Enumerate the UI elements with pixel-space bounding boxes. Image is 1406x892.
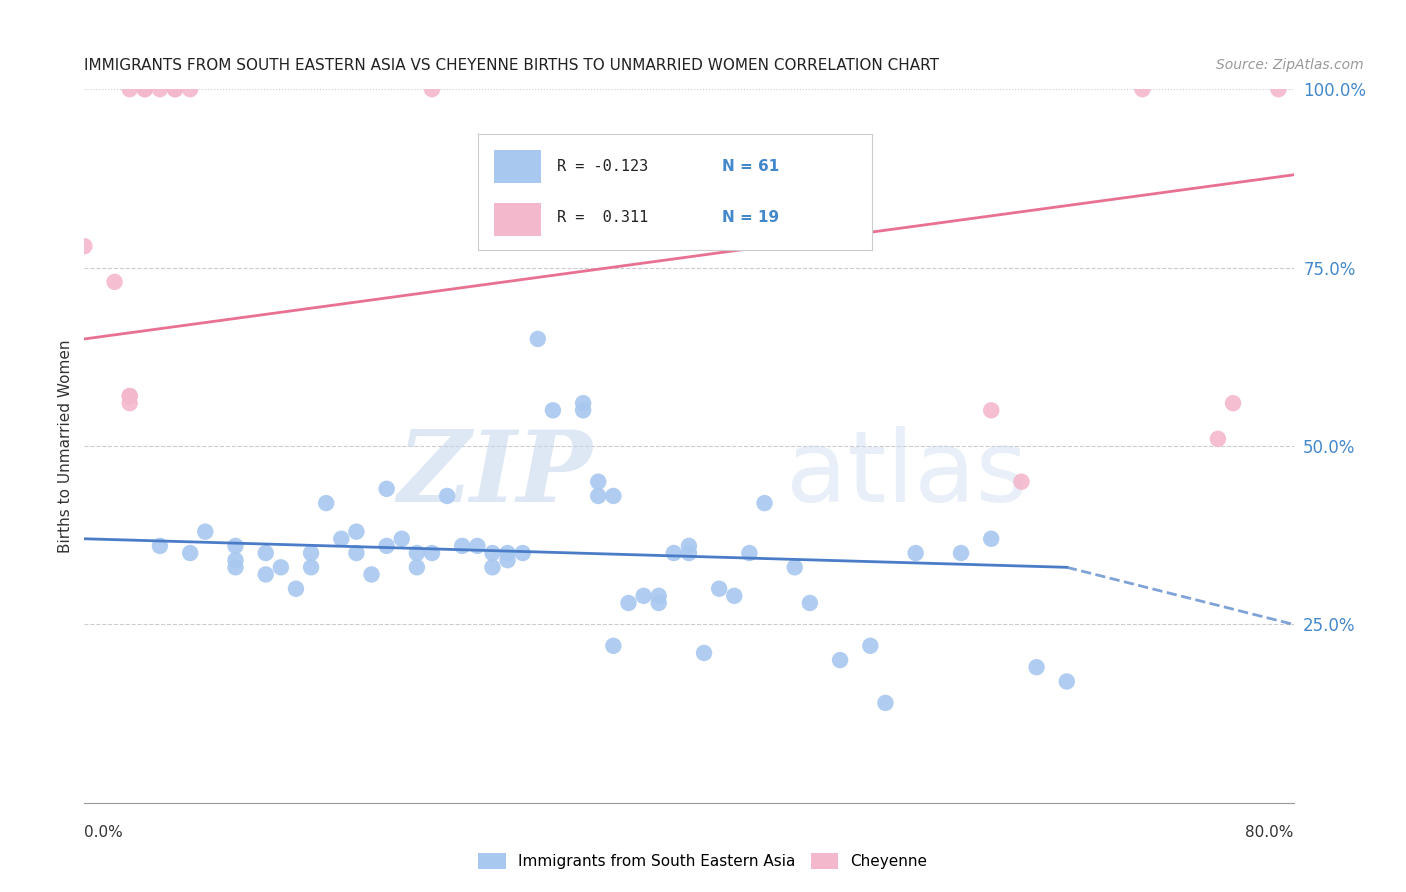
Point — [1056, 674, 1078, 689]
Point — [1206, 432, 1229, 446]
Point — [572, 396, 595, 410]
Point — [391, 532, 413, 546]
Point — [678, 539, 700, 553]
Text: N = 19: N = 19 — [723, 210, 779, 225]
Point — [420, 546, 443, 560]
Point — [602, 639, 624, 653]
Point — [738, 546, 761, 560]
Point — [225, 560, 247, 574]
Point — [436, 489, 458, 503]
Point — [709, 582, 731, 596]
Point — [134, 82, 156, 96]
Point — [481, 546, 503, 560]
Point — [104, 275, 127, 289]
Point — [118, 389, 141, 403]
Point — [496, 546, 519, 560]
Point — [572, 403, 595, 417]
Point — [648, 596, 671, 610]
Point — [165, 82, 187, 96]
Point — [299, 546, 322, 560]
Point — [754, 496, 776, 510]
FancyBboxPatch shape — [494, 203, 541, 235]
Point — [481, 560, 503, 574]
Point — [375, 482, 398, 496]
Text: atlas: atlas — [786, 426, 1028, 523]
Point — [285, 582, 308, 596]
Point — [588, 475, 610, 489]
Point — [118, 389, 141, 403]
Point — [980, 532, 1002, 546]
Point — [330, 532, 353, 546]
Point — [830, 653, 852, 667]
Point — [360, 567, 382, 582]
Point — [633, 589, 655, 603]
Point — [73, 239, 96, 253]
Point — [859, 639, 882, 653]
Y-axis label: Births to Unmarried Women: Births to Unmarried Women — [58, 339, 73, 553]
Point — [1222, 396, 1244, 410]
Point — [149, 82, 172, 96]
Point — [149, 539, 172, 553]
Point — [346, 546, 368, 560]
Text: R =  0.311: R = 0.311 — [557, 210, 648, 225]
Point — [648, 589, 671, 603]
Point — [602, 489, 624, 503]
Point — [904, 546, 927, 560]
Text: Source: ZipAtlas.com: Source: ZipAtlas.com — [1216, 58, 1364, 72]
Point — [165, 82, 187, 96]
Text: 0.0%: 0.0% — [84, 825, 124, 840]
Point — [406, 546, 429, 560]
Point — [723, 589, 745, 603]
Text: N = 61: N = 61 — [723, 159, 779, 174]
Point — [617, 596, 640, 610]
Point — [799, 596, 821, 610]
Point — [1025, 660, 1047, 674]
Point — [512, 546, 534, 560]
Point — [875, 696, 897, 710]
Text: ZIP: ZIP — [398, 426, 592, 523]
Point — [527, 332, 550, 346]
Point — [270, 560, 292, 574]
Legend: Immigrants from South Eastern Asia, Cheyenne: Immigrants from South Eastern Asia, Chey… — [472, 847, 934, 875]
Point — [1267, 82, 1289, 96]
Point — [194, 524, 217, 539]
Point — [254, 546, 277, 560]
Point — [496, 553, 519, 567]
Point — [299, 560, 322, 574]
Point — [467, 539, 489, 553]
Point — [375, 539, 398, 553]
Point — [118, 396, 141, 410]
Point — [118, 82, 141, 96]
Point — [662, 546, 685, 560]
Point — [346, 524, 368, 539]
Point — [179, 82, 201, 96]
Point — [134, 82, 156, 96]
Point — [225, 553, 247, 567]
Text: IMMIGRANTS FROM SOUTH EASTERN ASIA VS CHEYENNE BIRTHS TO UNMARRIED WOMEN CORRELA: IMMIGRANTS FROM SOUTH EASTERN ASIA VS CH… — [84, 58, 939, 73]
Text: R = -0.123: R = -0.123 — [557, 159, 648, 174]
Point — [1132, 82, 1154, 96]
Point — [693, 646, 716, 660]
Point — [406, 560, 429, 574]
Point — [980, 403, 1002, 417]
Point — [254, 567, 277, 582]
Point — [225, 539, 247, 553]
FancyBboxPatch shape — [494, 150, 541, 183]
Text: 80.0%: 80.0% — [1246, 825, 1294, 840]
Point — [678, 546, 700, 560]
Point — [315, 496, 337, 510]
Point — [1011, 475, 1033, 489]
Point — [783, 560, 806, 574]
Point — [179, 546, 201, 560]
Point — [420, 82, 443, 96]
Point — [451, 539, 474, 553]
Point — [588, 489, 610, 503]
Point — [950, 546, 973, 560]
Point — [541, 403, 564, 417]
